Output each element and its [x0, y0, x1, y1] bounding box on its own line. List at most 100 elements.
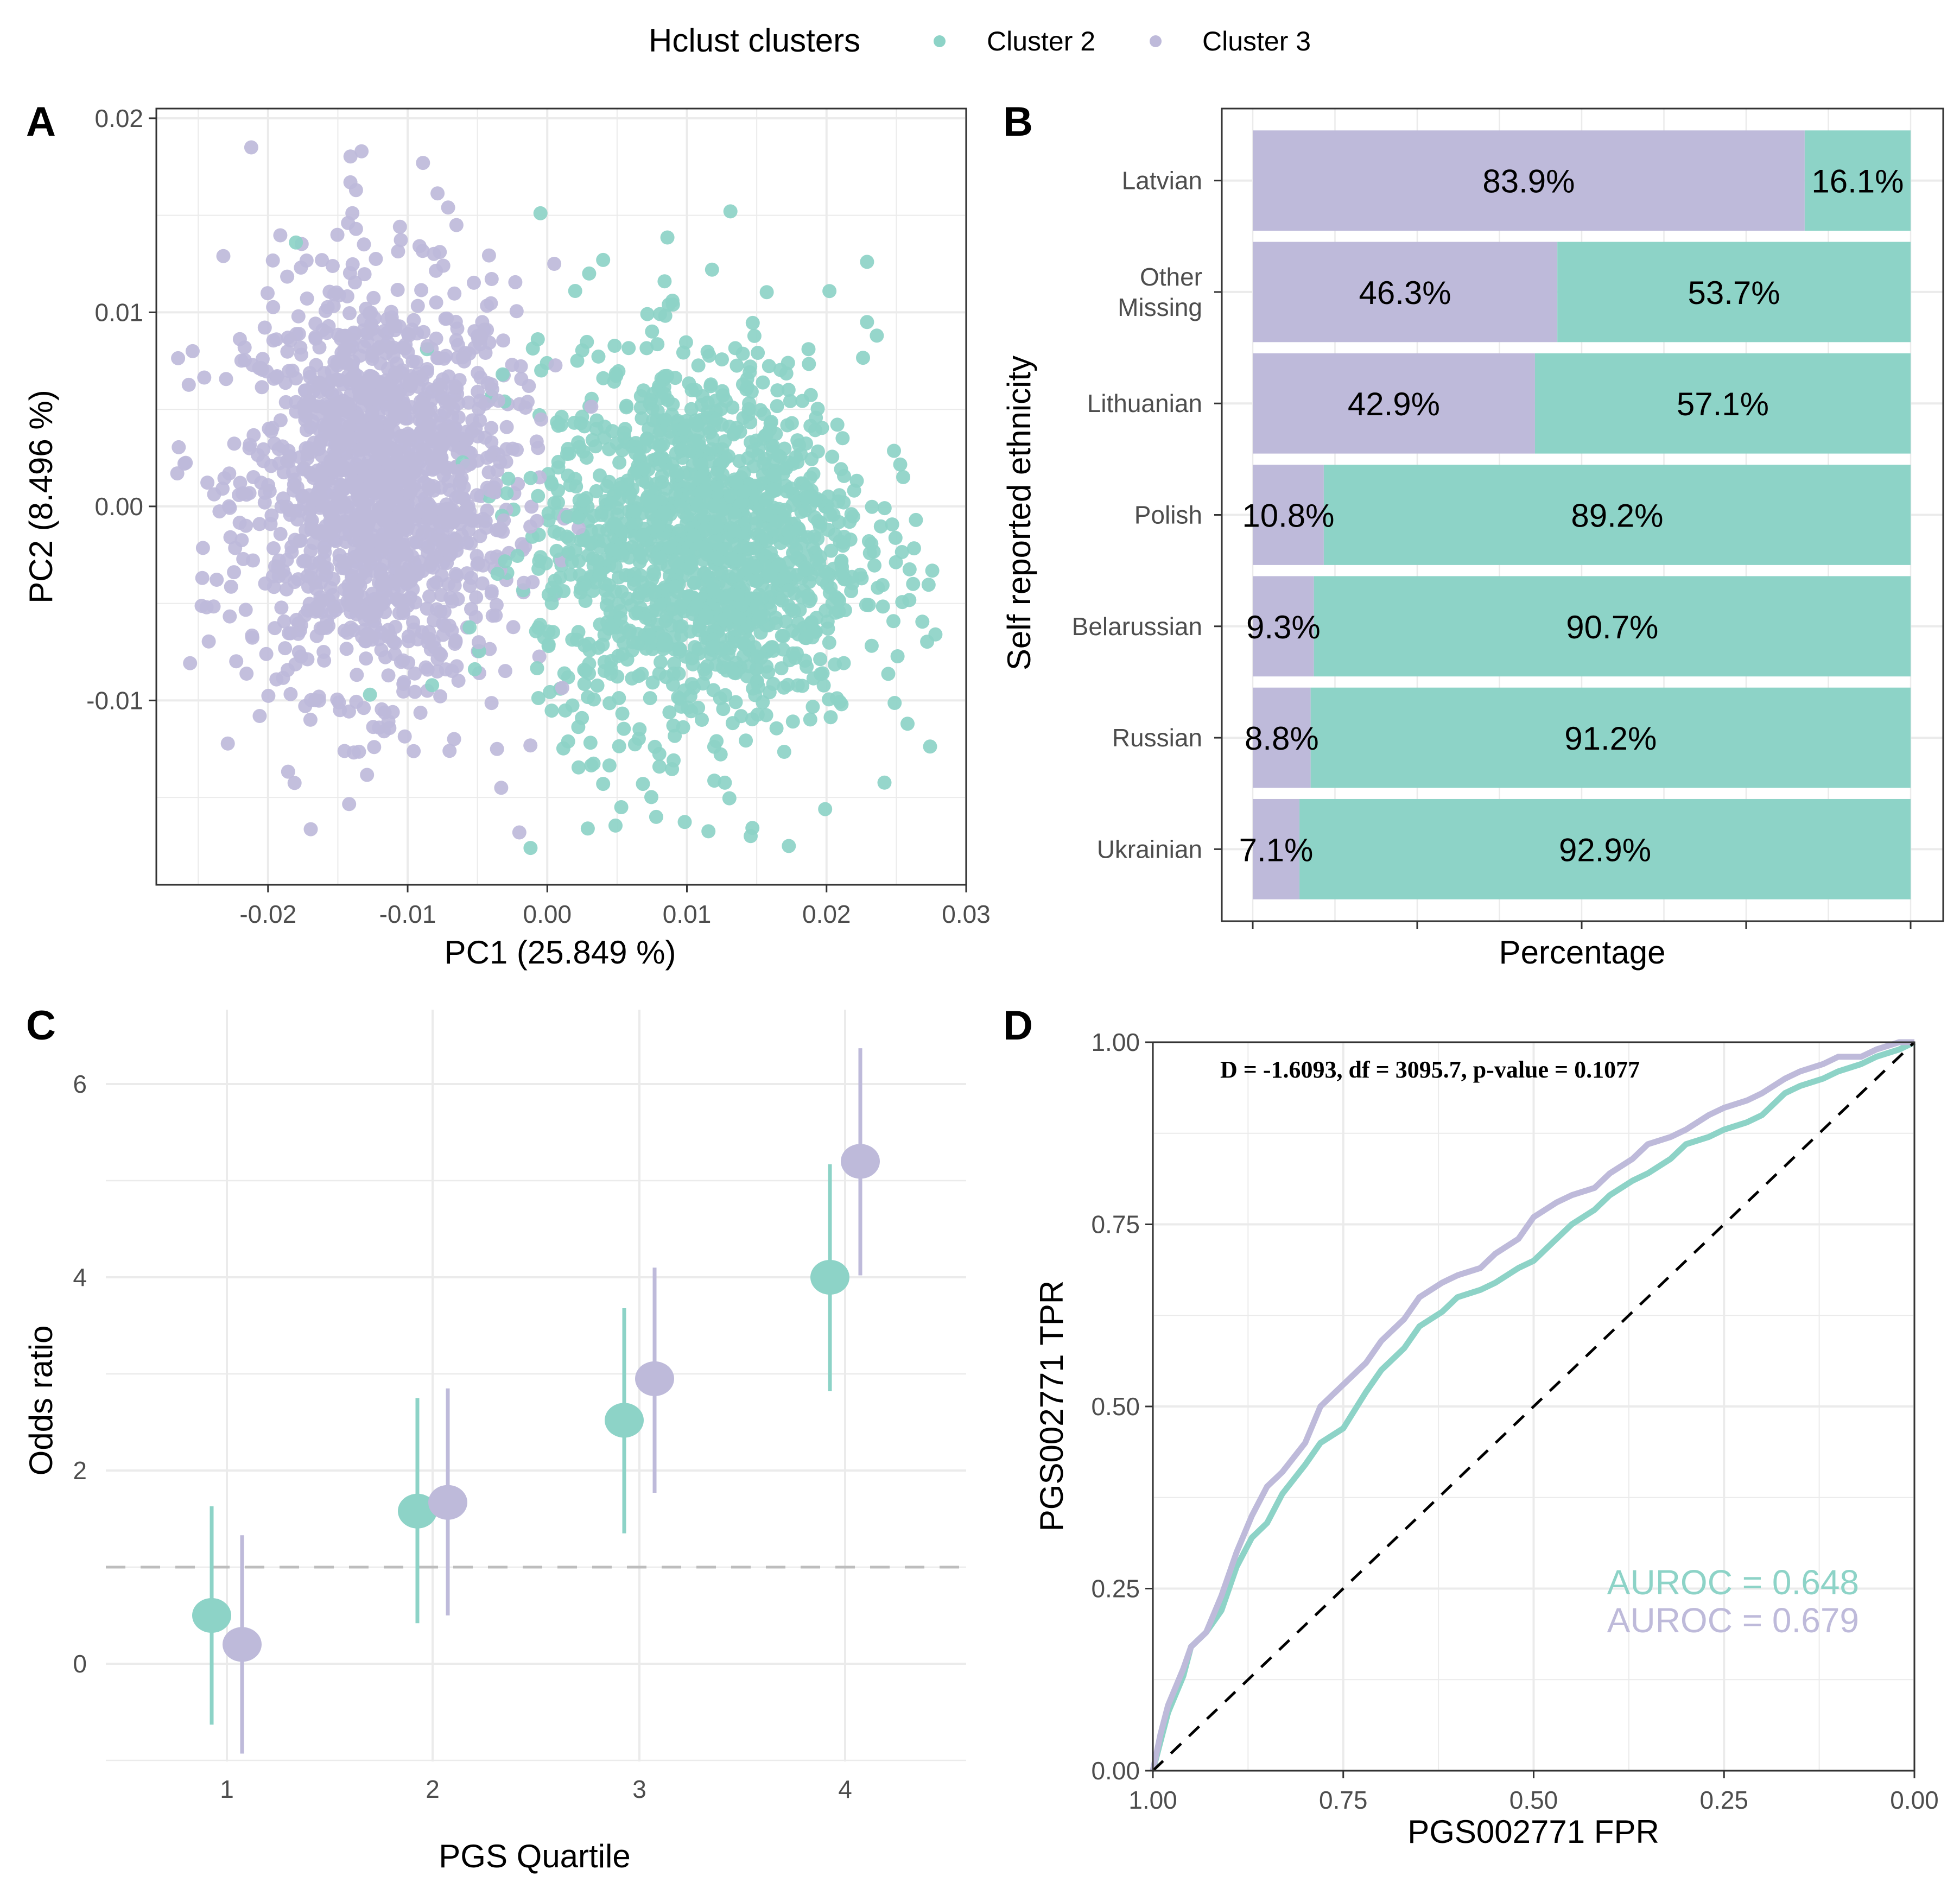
scatter-point-cluster-2 — [799, 436, 813, 451]
scatter-point-cluster-3 — [509, 304, 524, 319]
scatter-point-cluster-3 — [437, 436, 452, 451]
scatter-point-cluster-2 — [886, 614, 900, 629]
scatter-point-cluster-3 — [344, 471, 359, 486]
scatter-point-cluster-2 — [885, 517, 899, 532]
scatter-point-cluster-2 — [707, 774, 721, 788]
estimate-point-cluster-3 — [428, 1485, 467, 1520]
scatter-point-cluster-2 — [776, 629, 791, 643]
scatter-point-cluster-3 — [246, 470, 261, 484]
scatter-point-cluster-3 — [420, 662, 435, 677]
legend-label-cluster3: Cluster 3 — [1202, 26, 1311, 56]
scatter-point-cluster-3 — [239, 667, 254, 681]
scatter-point-cluster-3 — [376, 573, 391, 588]
panel-d-roc-lines — [1150, 1039, 1916, 1772]
scatter-point-cluster-2 — [756, 375, 770, 390]
bar-segment-cluster-3 — [1253, 798, 1300, 899]
scatter-point-cluster-2 — [745, 315, 760, 330]
scatter-point-cluster-3 — [210, 573, 224, 587]
y-tick-label: 0.02 — [94, 104, 143, 132]
scatter-point-cluster-3 — [471, 366, 485, 380]
scatter-point-cluster-2 — [632, 547, 647, 561]
scatter-point-cluster-3 — [369, 252, 383, 266]
scatter-point-cluster-2 — [836, 495, 851, 510]
scatter-point-cluster-3 — [483, 642, 497, 656]
x-tick-label: 0.03 — [942, 900, 991, 928]
bar-value-label: 57.1% — [1677, 386, 1769, 422]
scatter-point-cluster-2 — [702, 348, 716, 363]
scatter-point-cluster-3 — [181, 377, 196, 392]
scatter-point-cluster-2 — [556, 584, 571, 598]
category-label: Missing — [1118, 293, 1202, 321]
scatter-point-cluster-2 — [627, 504, 642, 519]
scatter-point-cluster-2 — [776, 642, 790, 657]
scatter-point-cluster-2 — [646, 564, 661, 579]
scatter-point-cluster-2 — [686, 458, 700, 472]
panel-letter-d: D — [1003, 1003, 1033, 1049]
estimate-point-cluster-3 — [223, 1627, 262, 1662]
scatter-point-cluster-2 — [719, 542, 733, 556]
scatter-point-cluster-3 — [408, 685, 422, 699]
scatter-point-cluster-2 — [753, 625, 768, 640]
scatter-point-cluster-3 — [357, 468, 372, 483]
scatter-point-cluster-3 — [377, 705, 392, 720]
scatter-point-cluster-2 — [688, 433, 702, 448]
scatter-point-cluster-3 — [342, 704, 356, 719]
scatter-point-cluster-2 — [749, 516, 764, 530]
scatter-point-cluster-2 — [541, 624, 556, 639]
scatter-point-cluster-3 — [207, 487, 221, 502]
scatter-point-cluster-3 — [407, 556, 422, 571]
scatter-point-cluster-2 — [549, 543, 564, 558]
bar-value-label: 90.7% — [1566, 609, 1658, 645]
scatter-point-cluster-2 — [645, 324, 659, 339]
scatter-point-cluster-3 — [388, 647, 402, 662]
scatter-point-cluster-3 — [341, 216, 356, 230]
scatter-point-cluster-2 — [709, 413, 724, 427]
scatter-point-cluster-2 — [709, 466, 724, 481]
x-tick-label: 0.50 — [1509, 1786, 1558, 1814]
scatter-point-cluster-2 — [759, 427, 774, 442]
scatter-point-cluster-3 — [364, 605, 378, 619]
scatter-point-cluster-2 — [902, 562, 917, 576]
scatter-point-cluster-3 — [447, 732, 461, 746]
scatter-point-cluster-3 — [436, 617, 451, 631]
scatter-point-cluster-3 — [343, 149, 358, 164]
scatter-point-cluster-3 — [313, 436, 327, 451]
scatter-point-cluster-3 — [420, 365, 434, 379]
scatter-point-cluster-3 — [508, 275, 523, 289]
scatter-point-cluster-2 — [813, 667, 828, 681]
scatter-point-cluster-2 — [498, 554, 512, 569]
scatter-point-cluster-3 — [344, 620, 358, 635]
scatter-point-cluster-3 — [281, 663, 295, 677]
scatter-point-cluster-2 — [690, 597, 705, 611]
scatter-point-cluster-2 — [593, 617, 607, 632]
scatter-point-cluster-2 — [614, 524, 629, 538]
scatter-point-cluster-2 — [639, 341, 654, 356]
panel-a-pca-scatter: -0.02 -0.01 0.00 0.01 0.02 0.03 -0.01 0.00 0.01 0… — [23, 104, 991, 971]
scatter-point-cluster-3 — [255, 380, 269, 395]
scatter-point-cluster-3 — [179, 455, 193, 470]
scatter-point-cluster-3 — [525, 575, 540, 590]
scatter-point-cluster-3 — [422, 481, 436, 496]
scatter-point-cluster-2 — [786, 604, 801, 618]
scatter-point-cluster-3 — [343, 495, 358, 510]
scatter-point-cluster-2 — [604, 661, 618, 675]
scatter-point-cluster-2 — [888, 530, 903, 545]
scatter-point-cluster-3 — [424, 554, 439, 569]
scatter-point-cluster-2 — [744, 384, 759, 399]
scatter-point-cluster-2 — [677, 815, 692, 829]
scatter-point-cluster-3 — [391, 244, 405, 259]
scatter-point-cluster-3 — [383, 341, 398, 356]
scatter-point-cluster-2 — [713, 747, 728, 762]
scatter-point-cluster-3 — [339, 527, 353, 541]
scatter-point-cluster-2 — [803, 388, 818, 402]
bar-value-label: 10.8% — [1242, 498, 1334, 534]
scatter-point-cluster-3 — [415, 244, 430, 258]
scatter-point-cluster-3 — [317, 540, 332, 555]
scatter-point-cluster-3 — [263, 517, 278, 531]
scatter-point-cluster-2 — [705, 262, 719, 277]
scatter-point-cluster-3 — [171, 351, 186, 365]
scatter-point-cluster-2 — [672, 641, 686, 656]
scatter-point-cluster-3 — [287, 776, 302, 790]
scatter-point-cluster-2 — [734, 599, 749, 613]
scatter-point-cluster-3 — [331, 434, 346, 448]
